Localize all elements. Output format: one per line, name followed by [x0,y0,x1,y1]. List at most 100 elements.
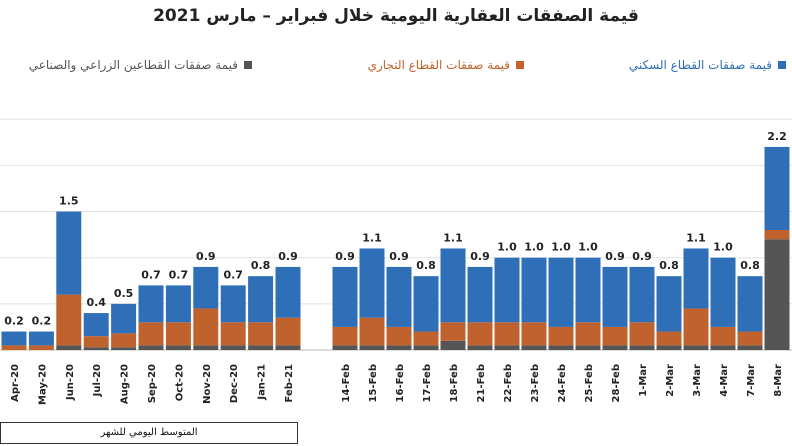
daily-bar-15-Feb [359,248,385,350]
segment-agri-industrial [629,345,655,350]
daily-tick-label: 15-Feb [368,364,379,402]
segment-commercial [710,326,736,346]
segment-commercial [413,331,439,346]
monthly-tick-label: May-20 [37,364,48,405]
segment-agri-industrial [165,345,191,350]
daily-bar-3-Mar [683,248,709,350]
segment-agri-industrial [332,345,358,350]
legend-commercial: قيمة صفقات القطاع التجاري [368,58,524,72]
segment-residential [220,285,246,323]
segment-agri-industrial [575,345,601,350]
segment-commercial [220,322,246,346]
segment-commercial [548,326,574,346]
daily-bar-17-Feb [413,276,439,350]
monthly-data-label: 1.5 [59,195,79,208]
segment-commercial [28,345,54,350]
legend-swatch-residential [778,61,786,69]
segment-agri-industrial [193,345,219,350]
segment-agri-industrial [83,347,109,350]
daily-bar-21-Feb [467,266,493,350]
legend-swatch-commercial [516,61,524,69]
segment-residential [548,257,574,327]
segment-residential [656,276,682,332]
monthly-bar-Jun-20 [56,211,82,350]
segment-agri-industrial [220,345,246,350]
segment-agri-industrial [248,345,274,350]
segment-residential [386,266,412,327]
monthly-data-label: 0.7 [141,268,161,281]
segment-residential [1,331,27,346]
monthly-bar-Apr-20 [1,331,27,350]
segment-commercial [386,326,412,346]
daily-tick-label: 2-Mar [665,364,676,397]
segment-commercial [56,294,82,346]
legend-label-residential: قيمة صفقات القطاع السكني [628,58,772,72]
segment-residential [521,257,547,323]
segment-agri-industrial [138,345,164,350]
segment-commercial [602,326,628,346]
monthly-tick-label: Jul-20 [92,364,103,397]
segment-commercial [1,345,27,350]
segment-commercial [193,308,219,346]
segment-agri-industrial [467,345,493,350]
daily-data-label: 2.2 [767,130,787,143]
segment-commercial [683,308,709,346]
segment-agri-industrial [710,345,736,350]
monthly-tick-label: Jan-21 [257,364,268,401]
daily-bar-22-Feb [494,257,520,350]
monthly-data-label: 0.8 [251,259,271,272]
monthly-tick-label: Feb-21 [284,364,295,402]
daily-data-label: 0.8 [659,259,679,272]
segment-agri-industrial [440,340,466,350]
segment-commercial [138,322,164,346]
segment-residential [494,257,520,323]
monthly-data-label: 0.2 [4,315,24,328]
daily-bar-25-Feb [575,257,601,350]
legend-agri-industrial: قيمة صفقات القطاعين الزراعي والصناعي [29,58,252,72]
segment-commercial [494,322,520,346]
daily-bar-4-Mar [710,257,736,350]
daily-bar-7-Mar [737,276,763,350]
daily-data-label: 0.9 [605,250,625,263]
daily-tick-label: 3-Mar [692,364,703,397]
segment-residential [56,211,82,295]
daily-data-label: 1.0 [497,241,517,254]
segment-commercial [737,331,763,346]
daily-data-label: 1.1 [362,231,382,244]
segment-residential [275,266,301,318]
segment-commercial [248,322,274,346]
daily-data-label: 1.0 [524,241,544,254]
segment-commercial [440,322,466,341]
segment-commercial [332,326,358,346]
segment-residential [629,266,655,323]
daily-tick-label: 24-Feb [557,364,568,402]
monthly-tick-label: Dec-20 [229,364,240,403]
daily-bar-2-Mar [656,276,682,350]
daily-bar-1-Mar [629,266,655,350]
segment-residential [165,285,191,323]
daily-tick-label: 7-Mar [746,364,757,397]
segment-agri-industrial [548,345,574,350]
monthly-data-label: 0.9 [196,250,216,263]
daily-bar-8-Mar [764,146,790,350]
segment-residential [683,248,709,309]
segment-agri-industrial [56,345,82,350]
monthly-data-label: 0.4 [86,296,106,309]
monthly-bar-Nov-20 [193,266,219,350]
segment-commercial [359,317,385,346]
legend-label-agri-industrial: قيمة صفقات القطاعين الزراعي والصناعي [28,58,238,72]
monthly-bar-Oct-20 [165,285,191,350]
daily-bar-14-Feb [332,266,358,350]
segment-residential [28,331,54,346]
monthly-bar-Feb-21 [275,266,301,350]
segment-agri-industrial [656,345,682,350]
monthly-tick-label: Oct-20 [174,364,185,401]
segment-residential [737,276,763,332]
daily-data-label: 0.9 [470,250,490,263]
monthly-tick-label: Aug-20 [120,364,131,404]
segment-commercial [656,331,682,346]
segment-agri-industrial [521,345,547,350]
segment-residential [575,257,601,323]
segment-residential [138,285,164,323]
